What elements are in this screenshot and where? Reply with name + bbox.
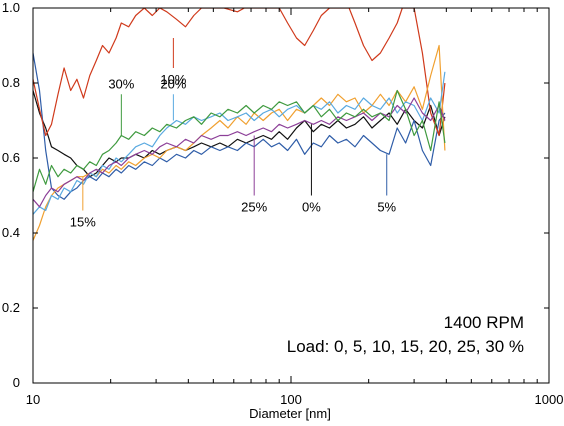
callout-layer: 0% 5% 10% 15% 20% 25% 30% [70,38,397,230]
y-tick-label: 0.6 [2,150,20,165]
series-label-10pct: 10% [160,72,186,87]
series-label-15pct: 15% [70,215,96,230]
series-line-20pct [33,71,446,215]
series-label-20pct: 20% [160,76,186,91]
series-line-10pct [33,8,446,137]
y-tick-label: 0.8 [2,75,20,90]
series-line-25pct [33,97,446,208]
y-tick-label: 0.2 [2,300,20,315]
y-tick-label: 0 [13,375,20,390]
series-label-5pct: 5% [377,200,396,215]
series-label-25pct: 25% [241,200,267,215]
x-tick-label: 1000 [535,392,564,407]
series-line-0pct [33,90,446,178]
annotation-load: Load: 0, 5, 10, 15, 20, 25, 30 % [287,337,524,356]
series-line-5pct [33,52,446,200]
y-tick-label: 1.0 [2,0,20,15]
axis-layer: 0 0.2 0.4 0.6 0.8 1.0 10 100 1000 [2,0,564,407]
x-tick-label: 10 [26,392,40,407]
x-axis-label: Diameter [nm] [249,406,331,421]
series-label-30pct: 30% [108,76,134,91]
series-label-0pct: 0% [302,200,321,215]
y-tick-label: 0.4 [2,225,20,240]
series-layer [33,8,446,241]
series-line-30pct [33,89,446,192]
annotation-rpm: 1400 RPM [444,313,524,332]
x-tick-label: 100 [280,392,302,407]
